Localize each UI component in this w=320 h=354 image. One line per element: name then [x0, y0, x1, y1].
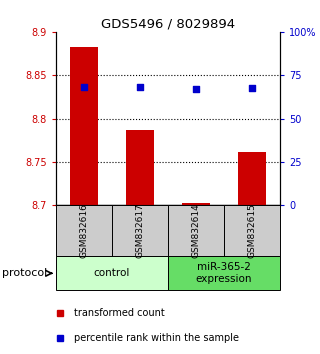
Bar	[224, 205, 280, 256]
Point	[194, 86, 199, 92]
Bar	[56, 205, 112, 256]
Text: transformed count: transformed count	[74, 308, 165, 318]
Text: GSM832615: GSM832615	[247, 203, 257, 258]
Text: control: control	[94, 268, 130, 278]
Title: GDS5496 / 8029894: GDS5496 / 8029894	[101, 18, 235, 31]
Bar	[56, 256, 168, 290]
Text: GSM832614: GSM832614	[191, 204, 201, 258]
Text: miR-365-2
expression: miR-365-2 expression	[196, 262, 252, 284]
Text: percentile rank within the sample: percentile rank within the sample	[74, 333, 239, 343]
Bar	[112, 205, 168, 256]
Point	[82, 85, 87, 90]
Point	[250, 85, 255, 91]
Point	[138, 85, 143, 90]
Bar	[168, 205, 224, 256]
Bar	[238, 152, 266, 205]
Bar	[182, 203, 210, 205]
Bar	[70, 47, 98, 205]
Bar	[168, 256, 280, 290]
Text: protocol: protocol	[2, 268, 48, 278]
Bar	[126, 130, 154, 205]
Text: GSM832617: GSM832617	[135, 203, 145, 258]
Text: GSM832616: GSM832616	[79, 203, 89, 258]
